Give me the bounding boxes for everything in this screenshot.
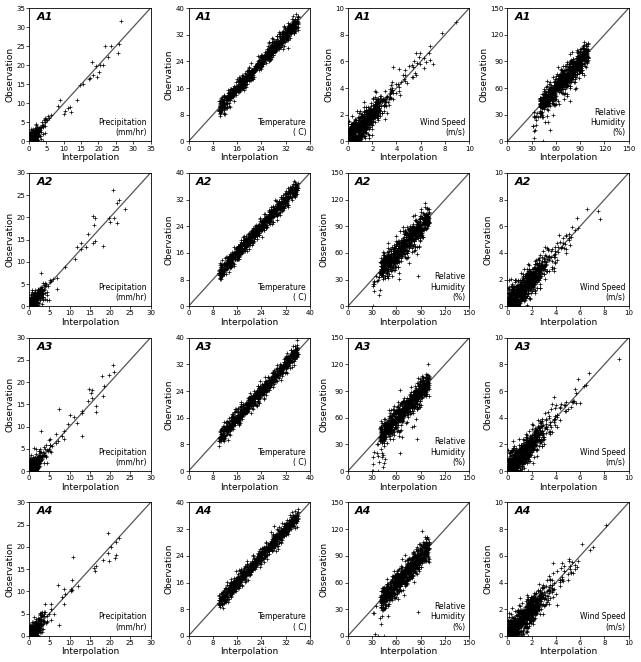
X-axis label: Interpolation: Interpolation <box>61 647 119 657</box>
Text: Temperature
( C): Temperature ( C) <box>258 448 306 467</box>
X-axis label: Interpolation: Interpolation <box>61 318 119 327</box>
Text: Temperature
( C): Temperature ( C) <box>258 283 306 303</box>
X-axis label: Interpolation: Interpolation <box>379 483 438 492</box>
X-axis label: Interpolation: Interpolation <box>220 153 278 162</box>
Y-axis label: Observation: Observation <box>6 47 15 103</box>
X-axis label: Interpolation: Interpolation <box>379 318 438 327</box>
Text: Wind Speed
(m/s): Wind Speed (m/s) <box>420 118 466 138</box>
X-axis label: Interpolation: Interpolation <box>220 647 278 657</box>
Y-axis label: Obervation: Obervation <box>165 379 174 430</box>
Text: A1: A1 <box>355 12 372 22</box>
Text: Relative
Humidity
(%): Relative Humidity (%) <box>590 108 625 138</box>
X-axis label: Interpolation: Interpolation <box>379 647 438 657</box>
Text: Temperature
( C): Temperature ( C) <box>258 118 306 138</box>
X-axis label: Interpolation: Interpolation <box>539 647 597 657</box>
X-axis label: Interpolation: Interpolation <box>539 318 597 327</box>
Text: A2: A2 <box>37 177 53 187</box>
X-axis label: Interpolation: Interpolation <box>539 153 597 162</box>
Text: Precipitation
(mm/hr): Precipitation (mm/hr) <box>98 612 147 632</box>
Y-axis label: Observation: Observation <box>479 47 488 103</box>
Text: A2: A2 <box>515 177 531 187</box>
Y-axis label: Obervation: Obervation <box>484 544 493 594</box>
X-axis label: Interpolation: Interpolation <box>61 153 119 162</box>
Y-axis label: Obervation: Obervation <box>484 214 493 265</box>
Text: Precipitation
(mm/hr): Precipitation (mm/hr) <box>98 118 147 138</box>
Text: A1: A1 <box>196 12 212 22</box>
X-axis label: Interpolation: Interpolation <box>220 318 278 327</box>
Text: A3: A3 <box>196 342 212 352</box>
X-axis label: Interpolation: Interpolation <box>61 483 119 492</box>
Text: A4: A4 <box>355 506 372 516</box>
Text: Precipitation
(mm/hr): Precipitation (mm/hr) <box>98 448 147 467</box>
X-axis label: Interpolation: Interpolation <box>539 483 597 492</box>
Text: A2: A2 <box>196 177 212 187</box>
Text: A2: A2 <box>355 177 372 187</box>
Y-axis label: Observation: Observation <box>6 377 15 432</box>
Text: A4: A4 <box>515 506 531 516</box>
Text: Precipitation
(mm/hr): Precipitation (mm/hr) <box>98 283 147 303</box>
Y-axis label: Observation: Observation <box>320 542 329 596</box>
Y-axis label: Obervation: Obervation <box>484 379 493 430</box>
Y-axis label: Obervation: Obervation <box>165 214 174 265</box>
Text: Temperature
( C): Temperature ( C) <box>258 612 306 632</box>
Y-axis label: Observation: Observation <box>320 377 329 432</box>
Y-axis label: Observation: Observation <box>324 47 333 103</box>
Text: Relative
Humidity
(%): Relative Humidity (%) <box>431 602 466 632</box>
Y-axis label: Obervation: Obervation <box>165 50 174 100</box>
Text: A4: A4 <box>37 506 53 516</box>
Y-axis label: Observation: Observation <box>320 212 329 267</box>
X-axis label: Interpolation: Interpolation <box>220 483 278 492</box>
Text: A3: A3 <box>515 342 531 352</box>
Text: Relative
Humidity
(%): Relative Humidity (%) <box>431 438 466 467</box>
Text: Wind Speed
(m/s): Wind Speed (m/s) <box>579 283 625 303</box>
Text: Relative
Humidity
(%): Relative Humidity (%) <box>431 273 466 303</box>
Y-axis label: Obervation: Obervation <box>165 544 174 594</box>
Text: A3: A3 <box>37 342 53 352</box>
Text: A4: A4 <box>196 506 212 516</box>
Text: A1: A1 <box>37 12 53 22</box>
Text: Wind Speed
(m/s): Wind Speed (m/s) <box>579 448 625 467</box>
Y-axis label: Observation: Observation <box>6 542 15 596</box>
Text: A3: A3 <box>355 342 372 352</box>
X-axis label: Interpolation: Interpolation <box>379 153 438 162</box>
Text: A1: A1 <box>515 12 531 22</box>
Y-axis label: Observation: Observation <box>6 212 15 267</box>
Text: Wind Speed
(m/s): Wind Speed (m/s) <box>579 612 625 632</box>
